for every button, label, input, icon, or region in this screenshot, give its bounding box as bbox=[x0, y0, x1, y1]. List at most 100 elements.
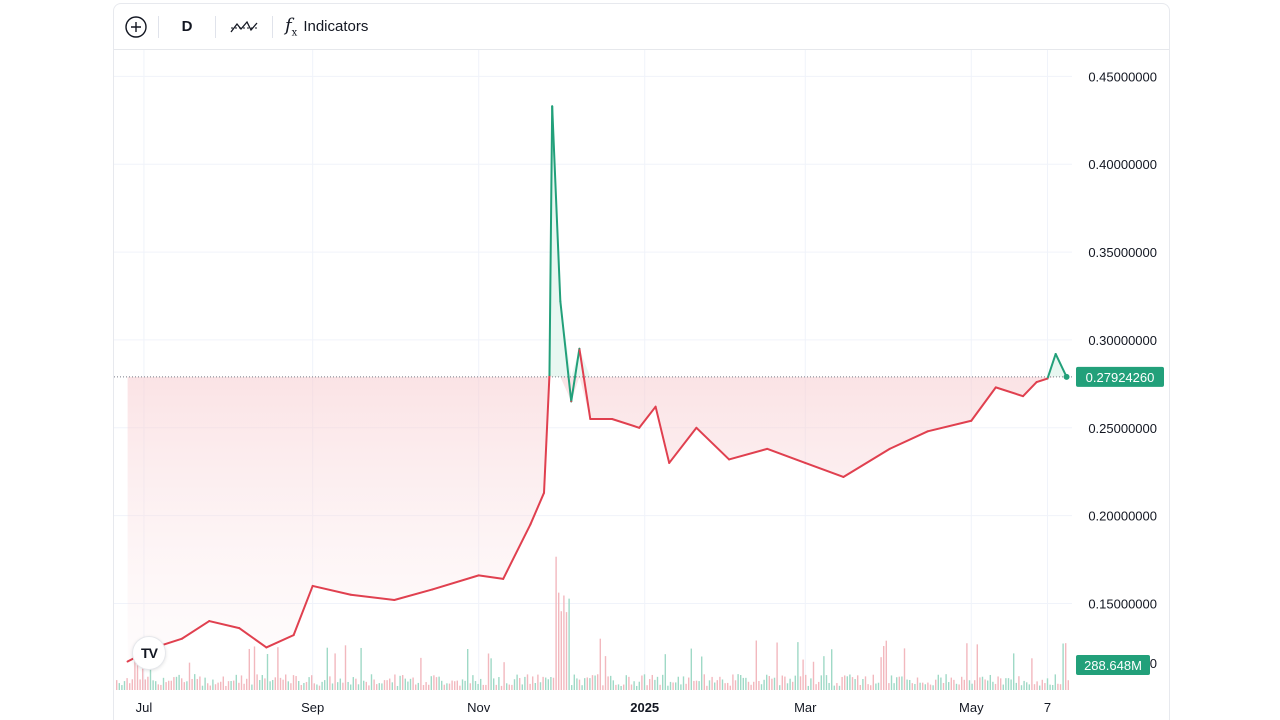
tradingview-logo[interactable]: TV bbox=[133, 637, 165, 669]
volume-bar bbox=[155, 681, 157, 690]
volume-bar bbox=[134, 646, 136, 690]
volume-bar bbox=[376, 684, 378, 690]
volume-bar bbox=[997, 676, 999, 690]
volume-bar bbox=[519, 678, 521, 690]
volume-bar bbox=[1023, 680, 1025, 690]
x-axis-tick-label: Mar bbox=[794, 700, 817, 715]
volume-bar bbox=[321, 681, 323, 690]
volume-bar bbox=[142, 655, 144, 690]
volume-bar bbox=[420, 657, 422, 690]
price-line-segment bbox=[728, 447, 769, 461]
volume-bar bbox=[784, 676, 786, 690]
price-line-segment bbox=[265, 634, 295, 649]
volume-bar bbox=[584, 678, 586, 690]
volume-bar bbox=[688, 677, 690, 690]
volume-bar bbox=[589, 678, 591, 690]
volume-bar bbox=[149, 660, 152, 690]
volume-bar bbox=[201, 685, 204, 690]
volume-bar bbox=[186, 681, 188, 690]
price-line-segment bbox=[926, 419, 973, 433]
toolbar-divider bbox=[158, 15, 159, 38]
volume-bar bbox=[386, 680, 388, 690]
indicators-button[interactable]: fx Indicators bbox=[273, 11, 380, 43]
volume-bar bbox=[402, 675, 404, 690]
volume-bar bbox=[675, 682, 677, 690]
volume-bar bbox=[727, 682, 729, 690]
add-symbol-button[interactable] bbox=[114, 11, 158, 43]
volume-bar bbox=[594, 675, 596, 690]
interval-button[interactable]: D bbox=[181, 18, 193, 35]
y-axis-tick-label: 0.35000000 bbox=[1088, 245, 1157, 260]
volume-bar bbox=[152, 680, 154, 690]
volume-bar bbox=[758, 680, 760, 690]
volume-bar bbox=[625, 675, 627, 690]
volume-bar bbox=[649, 679, 651, 690]
volume-bar bbox=[820, 675, 822, 690]
volume-bar bbox=[1013, 653, 1015, 690]
volume-bar bbox=[669, 681, 672, 690]
volume-bar bbox=[963, 679, 965, 690]
volume-bar bbox=[490, 658, 492, 690]
volume-bar bbox=[862, 679, 864, 690]
price-line-segment bbox=[393, 588, 434, 601]
price-line-segment bbox=[888, 430, 929, 450]
volume-bar bbox=[776, 642, 778, 690]
data-point bbox=[349, 593, 352, 596]
volume-bar bbox=[253, 646, 256, 690]
area-below-baseline bbox=[127, 376, 1067, 662]
volume-bar bbox=[838, 685, 841, 690]
volume-bar bbox=[607, 676, 609, 690]
volume-bar bbox=[578, 679, 581, 690]
volume-bar bbox=[485, 684, 487, 690]
volume-bar bbox=[805, 674, 807, 690]
volume-bar bbox=[1000, 678, 1002, 690]
data-point bbox=[181, 637, 183, 640]
volume-bar bbox=[222, 676, 224, 690]
volume-bar bbox=[682, 676, 685, 690]
data-point bbox=[431, 588, 434, 591]
volume-bar bbox=[448, 683, 451, 690]
volume-bar bbox=[1005, 678, 1007, 690]
volume-bar bbox=[825, 675, 828, 690]
volume-bar bbox=[958, 684, 960, 690]
volume-badge bbox=[1076, 655, 1150, 675]
toolbar-divider bbox=[215, 15, 216, 38]
volume-bar bbox=[937, 674, 939, 690]
price-line-segment bbox=[611, 418, 641, 429]
volume-bar bbox=[285, 674, 287, 690]
volume-bar bbox=[290, 683, 292, 690]
volume-bar bbox=[1054, 674, 1056, 690]
volume-bar bbox=[927, 682, 929, 690]
volume-bar bbox=[604, 656, 607, 690]
volume-bar bbox=[823, 656, 825, 690]
price-line-segment bbox=[543, 374, 551, 494]
volume-bar bbox=[1057, 683, 1059, 690]
data-point bbox=[570, 400, 573, 403]
volume-bar bbox=[740, 675, 742, 690]
x-axis-tick-label: Nov bbox=[467, 700, 491, 715]
volume-bar bbox=[542, 676, 544, 690]
volume-bar bbox=[1036, 681, 1038, 690]
volume-bar bbox=[563, 595, 565, 690]
volume-bar bbox=[576, 678, 578, 690]
volume-bar bbox=[1033, 684, 1036, 690]
volume-bar bbox=[207, 683, 209, 690]
volume-bar bbox=[794, 675, 796, 690]
data-point bbox=[292, 634, 295, 636]
volume-bar bbox=[693, 680, 695, 690]
volume-bar bbox=[719, 676, 721, 690]
chart-type-button[interactable] bbox=[216, 11, 272, 43]
volume-bar bbox=[248, 648, 250, 690]
volume-bar bbox=[799, 676, 802, 690]
volume-bar bbox=[903, 648, 906, 690]
volume-bar bbox=[1044, 683, 1046, 690]
x-axis-tick-label: 2025 bbox=[630, 700, 659, 715]
volume-bar bbox=[1041, 679, 1043, 690]
data-point bbox=[695, 426, 698, 429]
volume-bar bbox=[199, 676, 201, 690]
volume-bar bbox=[303, 682, 305, 690]
volume-bar bbox=[170, 680, 172, 690]
volume-bar bbox=[1002, 684, 1004, 690]
volume-bar bbox=[571, 685, 573, 690]
